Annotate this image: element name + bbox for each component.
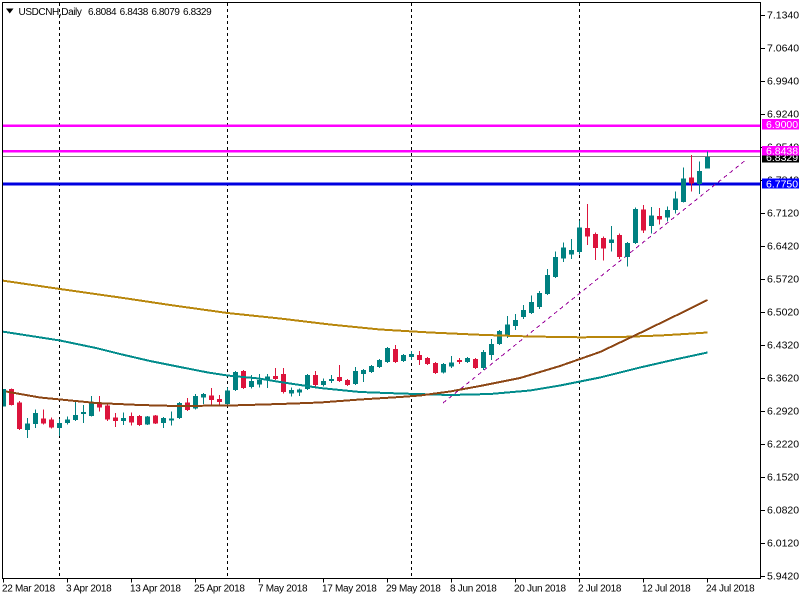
- svg-text:6.9240: 6.9240: [767, 109, 799, 121]
- svg-text:8 Jun 2018: 8 Jun 2018: [450, 584, 497, 595]
- svg-text:6.0820: 6.0820: [767, 505, 799, 517]
- svg-text:22 Mar 2018: 22 Mar 2018: [2, 584, 56, 595]
- svg-text:6.5020: 6.5020: [767, 307, 799, 319]
- svg-text:6.6420: 6.6420: [767, 241, 799, 253]
- svg-text:29 May 2018: 29 May 2018: [386, 584, 441, 595]
- svg-text:6.7120: 6.7120: [767, 208, 799, 220]
- svg-text:24 Jul 2018: 24 Jul 2018: [706, 584, 755, 595]
- svg-text:6.0120: 6.0120: [767, 538, 799, 550]
- svg-text:25 Apr 2018: 25 Apr 2018: [194, 584, 245, 595]
- svg-text:17 May 2018: 17 May 2018: [322, 584, 377, 595]
- svg-text:2 Jul 2018: 2 Jul 2018: [578, 584, 622, 595]
- svg-text:6.2220: 6.2220: [767, 439, 799, 451]
- svg-text:12 Jul 2018: 12 Jul 2018: [642, 584, 691, 595]
- svg-text:6.2920: 6.2920: [767, 406, 799, 418]
- svg-text:6.7750: 6.7750: [766, 179, 798, 191]
- svg-text:7 May 2018: 7 May 2018: [258, 584, 308, 595]
- svg-text:5.9420: 5.9420: [767, 571, 799, 583]
- svg-text:6.4320: 6.4320: [767, 340, 799, 352]
- svg-text:6.3620: 6.3620: [767, 373, 799, 385]
- svg-text:7.0640: 7.0640: [767, 43, 799, 55]
- svg-text:7.1340: 7.1340: [767, 10, 799, 22]
- svg-text:6.5720: 6.5720: [767, 274, 799, 286]
- svg-text:6.8438: 6.8438: [766, 146, 798, 158]
- svg-text:13 Apr 2018: 13 Apr 2018: [130, 584, 181, 595]
- svg-text:3 Apr 2018: 3 Apr 2018: [66, 584, 112, 595]
- svg-text:6.9000: 6.9000: [766, 119, 798, 131]
- svg-text:20 Jun 2018: 20 Jun 2018: [514, 584, 566, 595]
- svg-text:6.1520: 6.1520: [767, 472, 799, 484]
- svg-text:6.9940: 6.9940: [767, 76, 799, 88]
